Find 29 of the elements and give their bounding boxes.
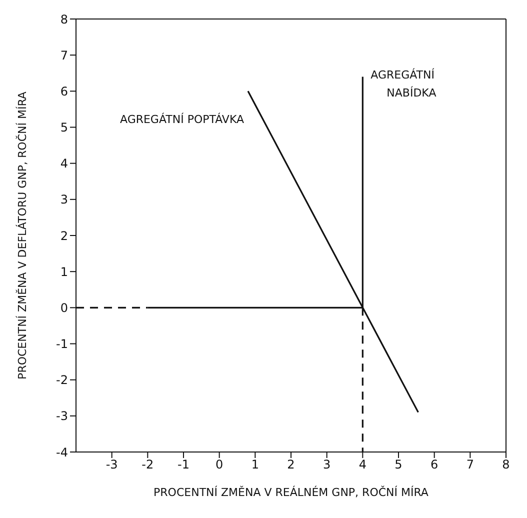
y-tick-label: -4 (56, 445, 68, 460)
x-tick-label: 8 (502, 458, 510, 472)
y-tick-label: 1 (60, 264, 68, 279)
x-tick-label: 4 (358, 458, 366, 472)
y-tick-label: 6 (60, 84, 68, 98)
x-tick-label: -3 (106, 458, 118, 472)
x-tick-label: 1 (251, 458, 259, 472)
y-tick-label: -1 (56, 337, 68, 352)
x-tick-label: -1 (178, 458, 190, 472)
y-tick-label: 5 (60, 120, 68, 135)
x-tick-label: 2 (287, 458, 295, 472)
y-tick-label: 8 (60, 12, 68, 26)
series-label: AGREGÁTNÍ NABÍDKA (370, 68, 437, 100)
x-tick-label: -2 (142, 458, 154, 472)
x-tick-label: 3 (323, 458, 331, 472)
x-tick-label: 0 (216, 458, 224, 472)
x-axis-title: PROCENTNÍ ZMĚNA V REÁLNÉM GNP, ROČNÍ MÍRA (154, 485, 429, 499)
y-tick-label: 7 (60, 48, 68, 62)
y-tick-label: 3 (60, 192, 68, 207)
y-axis-title: PROCENTNÍ ZMĚNA V DEFLÁTORU GNP, ROČNÍ MÍRA (14, 91, 29, 380)
y-tick-label: 4 (60, 156, 68, 171)
y-tick-label: 0 (60, 300, 68, 315)
y-tick-label: 2 (60, 228, 68, 243)
series-label: AGREGÁTNÍ POPTÁVKA (120, 112, 244, 126)
x-tick-label: 5 (394, 458, 402, 472)
y-tick-label: -2 (56, 373, 68, 388)
x-tick-label: 7 (466, 458, 474, 472)
y-tick-label: -3 (56, 409, 68, 424)
x-tick-label: 6 (430, 458, 438, 472)
